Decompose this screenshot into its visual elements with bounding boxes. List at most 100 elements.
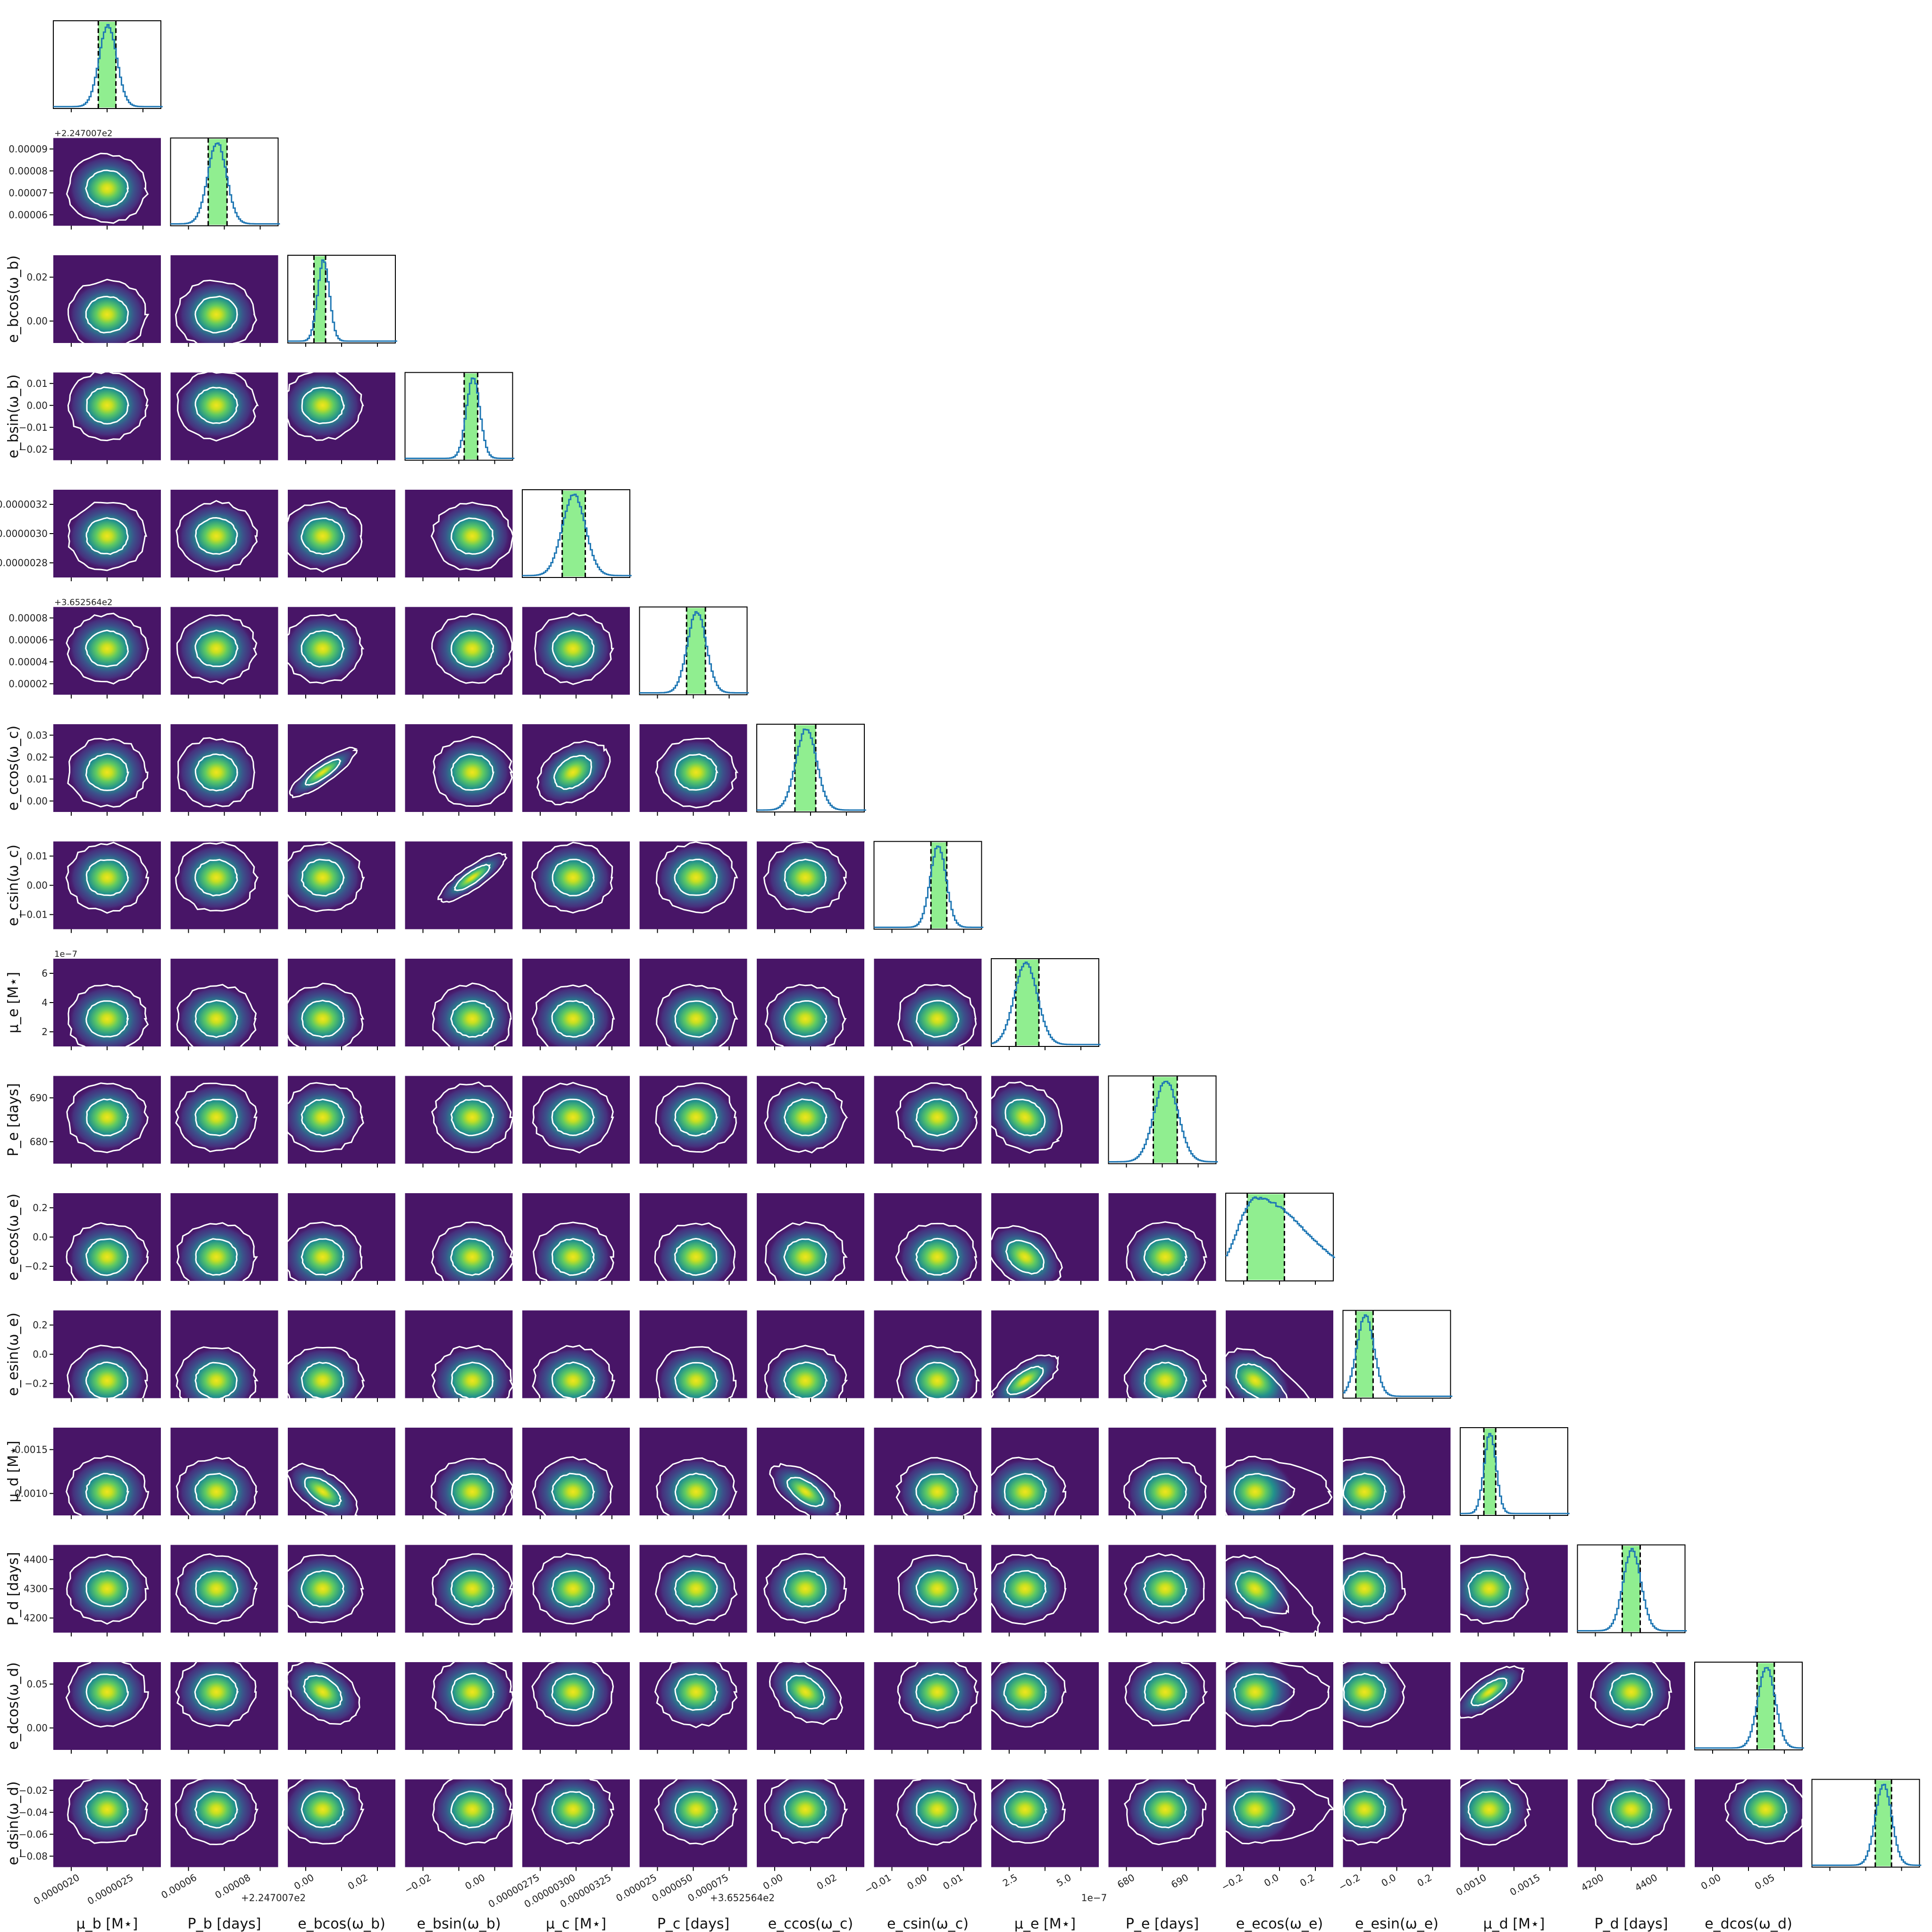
x-tick-label: 0.00: [905, 1872, 929, 1892]
x-offset-label: 1e−7: [1081, 1892, 1107, 1904]
contour-outer: [66, 1222, 149, 1281]
panel-ecosw_e-vs-esinw_b: [405, 1193, 513, 1285]
contour-outer: [531, 1662, 614, 1727]
density-blob: [288, 1779, 362, 1844]
contour-inner: [915, 1473, 959, 1511]
panel-mu_c-vs-esinw_b: [405, 490, 513, 581]
x-tick-label: 0.2: [1298, 1872, 1317, 1889]
contour-inner: [551, 1472, 595, 1511]
contour-outer: [288, 1347, 365, 1398]
histogram-line: [53, 24, 163, 108]
panel-ecosw_e-vs-ecosw_c: [757, 1193, 864, 1285]
x-tick-label: −0.01: [862, 1872, 893, 1896]
y-tick-label: −0.01: [19, 909, 48, 920]
y-tick-label: 0.2: [33, 1320, 48, 1331]
panel-ecosw_d-vs-esinw_b: [405, 1662, 513, 1754]
panel-mu_e-vs-ecosw_c: [757, 959, 864, 1050]
panel-esinw_d-vs-mu_d: 0.0010 0.0015: [1454, 1779, 1568, 1898]
contour-outer: [288, 501, 363, 573]
y-axis-label: e_dcos(ω_d): [5, 1662, 22, 1750]
contour-inner: [85, 1790, 129, 1828]
x-tick-label: 0.0000025: [85, 1872, 135, 1907]
panel-mu_d-vs-P_b: [170, 1428, 278, 1519]
density-blob: [533, 614, 613, 683]
density-blob: [288, 372, 362, 440]
panel-P_d-vs-ecosw_e: [1226, 1545, 1333, 1637]
contour-inner: [451, 1673, 495, 1711]
contour-inner: [194, 629, 239, 667]
contour-outer: [175, 841, 259, 912]
contour-inner: [453, 863, 491, 891]
contour-outer: [654, 1662, 738, 1729]
density-blob: [176, 843, 256, 912]
contour-inner: [1233, 1791, 1296, 1828]
contour-inner: [450, 1570, 494, 1608]
density-blob: [288, 1083, 362, 1152]
contour-outer: [895, 1222, 978, 1281]
density-blob: [537, 741, 609, 804]
y-tick-label: 0.00: [26, 795, 48, 807]
y-axis-label: e_esin(ω_e): [5, 1313, 22, 1396]
contour-outer: [769, 1662, 843, 1725]
histogram-line: [1108, 1080, 1218, 1163]
contour-outer: [536, 740, 611, 806]
contour-outer: [67, 984, 149, 1046]
x-axis-label: P_e [days]: [1126, 1916, 1199, 1932]
x-tick-label: 0.02: [346, 1872, 370, 1892]
contour-inner: [1343, 1673, 1387, 1711]
x-tick-label: 0.02: [815, 1872, 839, 1892]
contour-inner: [1003, 1570, 1047, 1608]
contour-inner: [301, 1098, 345, 1137]
density-blob: [533, 1662, 613, 1726]
credible-interval-band: [1622, 1546, 1640, 1632]
contour-outer: [175, 1553, 258, 1625]
contour-inner: [451, 1473, 494, 1511]
contour-inner: [1343, 1472, 1387, 1511]
panel-ecosw_d-vs-ecosw_b: [288, 1662, 395, 1754]
density-blob: [67, 1555, 147, 1623]
contour-outer: [763, 841, 847, 913]
contour-inner: [783, 1000, 828, 1037]
contour-inner: [786, 1674, 826, 1710]
contour-outer: [1226, 1554, 1321, 1633]
contour-inner: [86, 1098, 129, 1137]
density-blob: [533, 843, 613, 912]
contour-outer: [896, 1345, 980, 1398]
density-blob: [433, 738, 512, 807]
panel-P_e-vs-P_b: [170, 1076, 278, 1168]
x-axis-label: e_csin(ω_c): [887, 1916, 969, 1932]
contour-outer: [176, 1456, 258, 1515]
credible-interval-band: [98, 22, 116, 108]
histogram-line: [1226, 1196, 1335, 1258]
density-blob: [67, 985, 147, 1046]
panel-P_d-vs-esinw_b: [405, 1545, 513, 1637]
panel-ecosw_b-vs-ecosw_b: [287, 255, 397, 347]
density-blob: [1126, 1779, 1205, 1844]
panel-P_c-vs-mu_b: 0.00008 0.00006 0.00004 0.00002: [8, 607, 161, 699]
panel-esinw_e-vs-esinw_e: [1342, 1310, 1453, 1402]
y-axis-label: e_ccos(ω_c): [5, 726, 22, 811]
contour-outer: [655, 1082, 737, 1153]
density-blob: [288, 843, 362, 912]
contour-outer: [531, 842, 613, 914]
x-tick-label: 0.0015: [1508, 1872, 1542, 1898]
panel-P_b-vs-mu_b: 0.00009 0.00008 0.00007 0.00006: [8, 138, 161, 230]
y-tick-label: 0.0000030: [0, 528, 48, 539]
density-blob: [176, 1662, 256, 1726]
panel-ecosw_d-vs-ecosw_e: [1226, 1662, 1333, 1754]
x-tick-label: 5.0: [1054, 1872, 1073, 1889]
histogram-line: [288, 259, 397, 342]
contour-inner: [915, 1362, 960, 1398]
contour-outer: [175, 1082, 258, 1153]
contour-inner: [674, 1362, 719, 1398]
contour-inner: [1235, 1570, 1289, 1614]
contour-outer: [654, 1222, 736, 1281]
contour-outer: [430, 502, 513, 571]
contour-inner: [551, 1000, 595, 1038]
contour-inner: [85, 1673, 129, 1711]
panel-esinw_e-vs-P_c: [639, 1310, 747, 1402]
panel-P_d-vs-P_b: [170, 1545, 278, 1637]
contour-outer: [764, 1221, 848, 1281]
y-tick-label: 0.00008: [8, 165, 48, 176]
